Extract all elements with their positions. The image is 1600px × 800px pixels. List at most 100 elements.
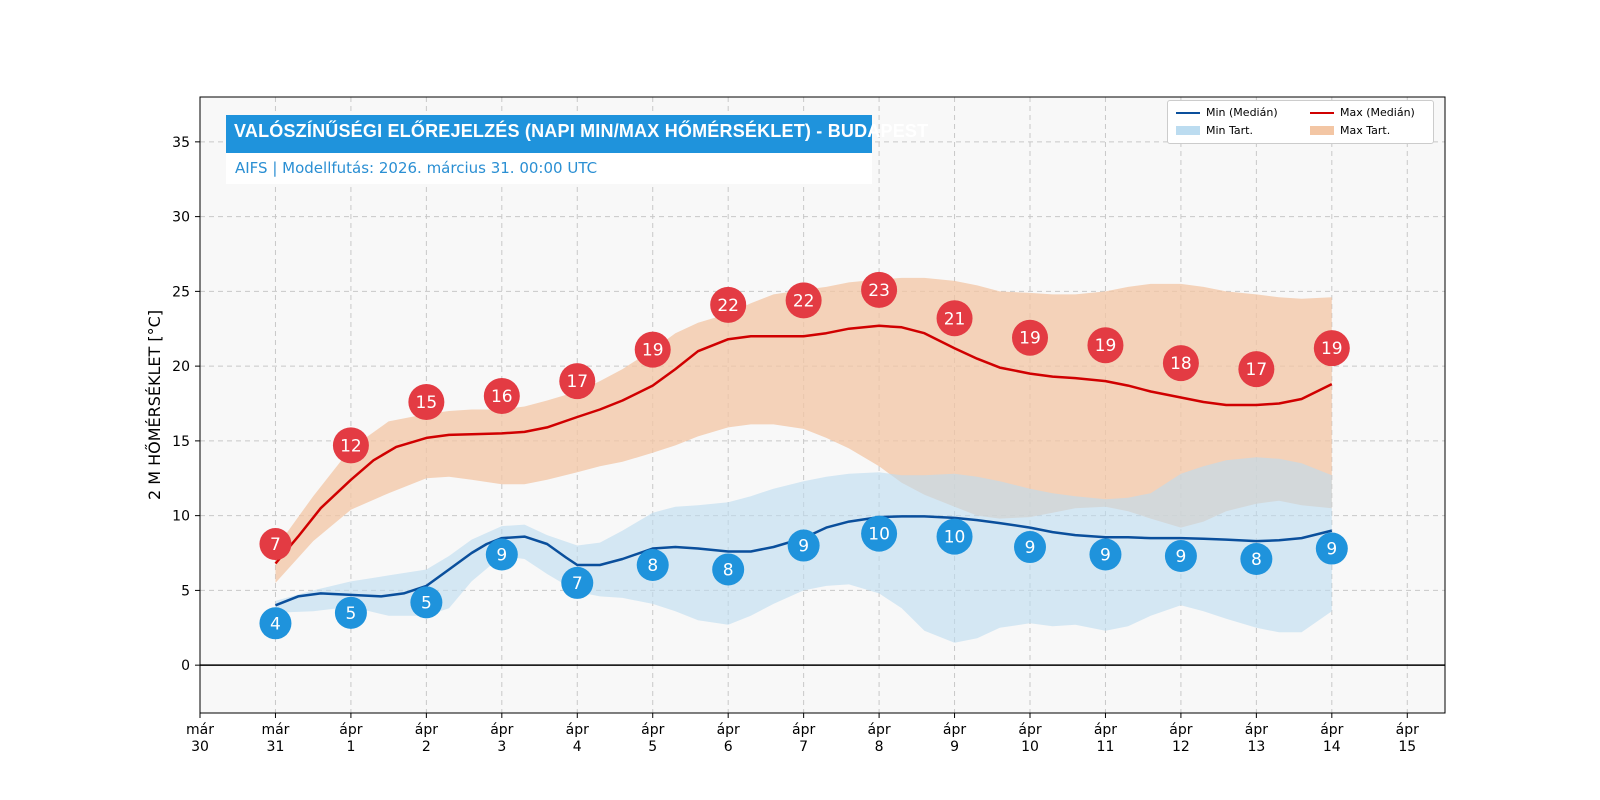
y-tick-label: 35 [172, 135, 190, 151]
x-tick-label-month: ápr [641, 722, 664, 738]
min-marker [485, 538, 518, 571]
plot-frame [199, 96, 1446, 714]
min-marker-label: 8 [723, 560, 734, 580]
title-banner [226, 115, 872, 153]
max-marker [332, 427, 369, 464]
min-marker-label: 9 [1175, 547, 1186, 567]
x-tick-label-day: 2 [422, 739, 431, 755]
legend-item-max-median: Max (Medián) [1310, 106, 1415, 119]
max-marker [1238, 351, 1275, 388]
max-marker [259, 528, 292, 561]
y-axis: 0 5 10 15 20 25 30 35 [172, 135, 200, 674]
max-marker-label: 16 [491, 387, 513, 407]
max-markers: 7 12 15 16 17 19 22 22 23 21 19 19 18 17 19 [259, 271, 1350, 561]
x-tick-label-day: 30 [191, 739, 209, 755]
min-marker-label: 7 [572, 574, 583, 594]
min-marker [861, 515, 898, 552]
y-tick-label: 10 [172, 509, 190, 525]
min-marker [561, 566, 594, 599]
chart-subtitle: AIFS | Modellfutás: 2026. március 31. 00… [235, 159, 598, 177]
legend-item-min-range: Min Tart. [1176, 124, 1253, 137]
y-tick-label: 5 [181, 583, 190, 599]
y-tick-label: 25 [172, 284, 190, 300]
min-marker [259, 607, 292, 640]
legend-swatch-min-median [1176, 111, 1200, 114]
min-marker [712, 553, 745, 586]
max-marker [559, 363, 596, 400]
min-marker [787, 529, 820, 562]
subtitle-banner [226, 153, 872, 184]
min-marker-label: 9 [1326, 540, 1337, 560]
x-tick-label-day: 10 [1021, 739, 1039, 755]
min-marker-label: 9 [496, 546, 507, 566]
x-tick-label-day: 9 [950, 739, 959, 755]
x-tick-label-day: 3 [497, 739, 506, 755]
max-marker [483, 378, 520, 415]
y-tick-label: 0 [181, 658, 190, 674]
min-marker-label: 10 [868, 525, 890, 545]
x-tick-label-month: ápr [1320, 722, 1343, 738]
x-tick-label-month: ápr [339, 722, 362, 738]
min-marker-label: 9 [1025, 538, 1036, 558]
x-tick-label-month: ápr [943, 722, 966, 738]
legend-swatch-max-range [1310, 126, 1334, 135]
max-marker-label: 18 [1170, 354, 1192, 374]
min-marker-label: 9 [1100, 546, 1111, 566]
min-marker-label: 4 [270, 614, 281, 634]
x-tick-label-month: ápr [717, 722, 740, 738]
min-marker [636, 548, 669, 581]
x-tick-label-day: 4 [573, 739, 582, 755]
legend-label-min-range: Min Tart. [1206, 124, 1253, 137]
max-marker [1313, 330, 1350, 367]
x-tick-label-month: már [186, 722, 214, 738]
max-marker [634, 331, 671, 368]
min-marker-label: 8 [1251, 550, 1262, 570]
max-marker-label: 21 [944, 309, 966, 329]
max-marker-label: 19 [642, 341, 664, 361]
legend-label-max-range: Max Tart. [1340, 124, 1391, 137]
legend-item-min-median: Min (Medián) [1176, 106, 1278, 119]
max-marker [710, 286, 747, 323]
max-marker-label: 23 [868, 281, 890, 301]
max-marker [785, 282, 822, 319]
legend-swatch-max-median [1310, 111, 1334, 114]
min-marker [1164, 540, 1197, 573]
max-marker-label: 15 [416, 393, 438, 413]
max-marker [1087, 327, 1124, 364]
y-tick-label: 30 [172, 210, 190, 226]
min-marker-label: 5 [345, 604, 356, 624]
max-marker [861, 271, 898, 308]
min-marker-label: 8 [647, 556, 658, 576]
series-line-min-median [275, 515, 1333, 607]
chart-title: VALÓSZÍNŰSÉGI ELŐREJELZÉS (NAPI MIN/MAX … [234, 121, 929, 141]
x-tick-label-day: 6 [724, 739, 733, 755]
min-marker [936, 518, 973, 555]
max-marker-label: 19 [1019, 329, 1041, 349]
max-marker [408, 384, 445, 421]
x-tick-label-month: ápr [1094, 722, 1117, 738]
y-tick-label: 15 [172, 434, 190, 450]
max-marker-label: 12 [340, 436, 362, 456]
min-marker-label: 9 [798, 537, 809, 557]
x-tick-label-day: 7 [799, 739, 808, 755]
legend-label-min-median: Min (Medián) [1206, 106, 1278, 119]
x-tick-label-month: ápr [1396, 722, 1419, 738]
x-tick-label-month: ápr [1018, 722, 1041, 738]
x-tick-label-day: 8 [875, 739, 884, 755]
legend-item-max-range: Max Tart. [1310, 124, 1390, 137]
min-marker [410, 586, 443, 619]
min-marker-label: 10 [944, 528, 966, 548]
min-marker [334, 596, 367, 629]
x-tick-label-month: ápr [792, 722, 815, 738]
x-tick-label-month: már [261, 722, 289, 738]
min-markers: 4 5 5 9 7 8 8 9 10 10 9 9 9 8 9 [259, 515, 1348, 640]
x-tick-label-month: ápr [867, 722, 890, 738]
min-marker [1315, 532, 1348, 565]
x-tick-label-month: ápr [415, 722, 438, 738]
x-tick-label-day: 5 [648, 739, 657, 755]
min-marker [1089, 538, 1122, 571]
min-marker [1240, 543, 1273, 575]
max-marker-label: 19 [1321, 339, 1343, 359]
max-marker [936, 300, 973, 337]
